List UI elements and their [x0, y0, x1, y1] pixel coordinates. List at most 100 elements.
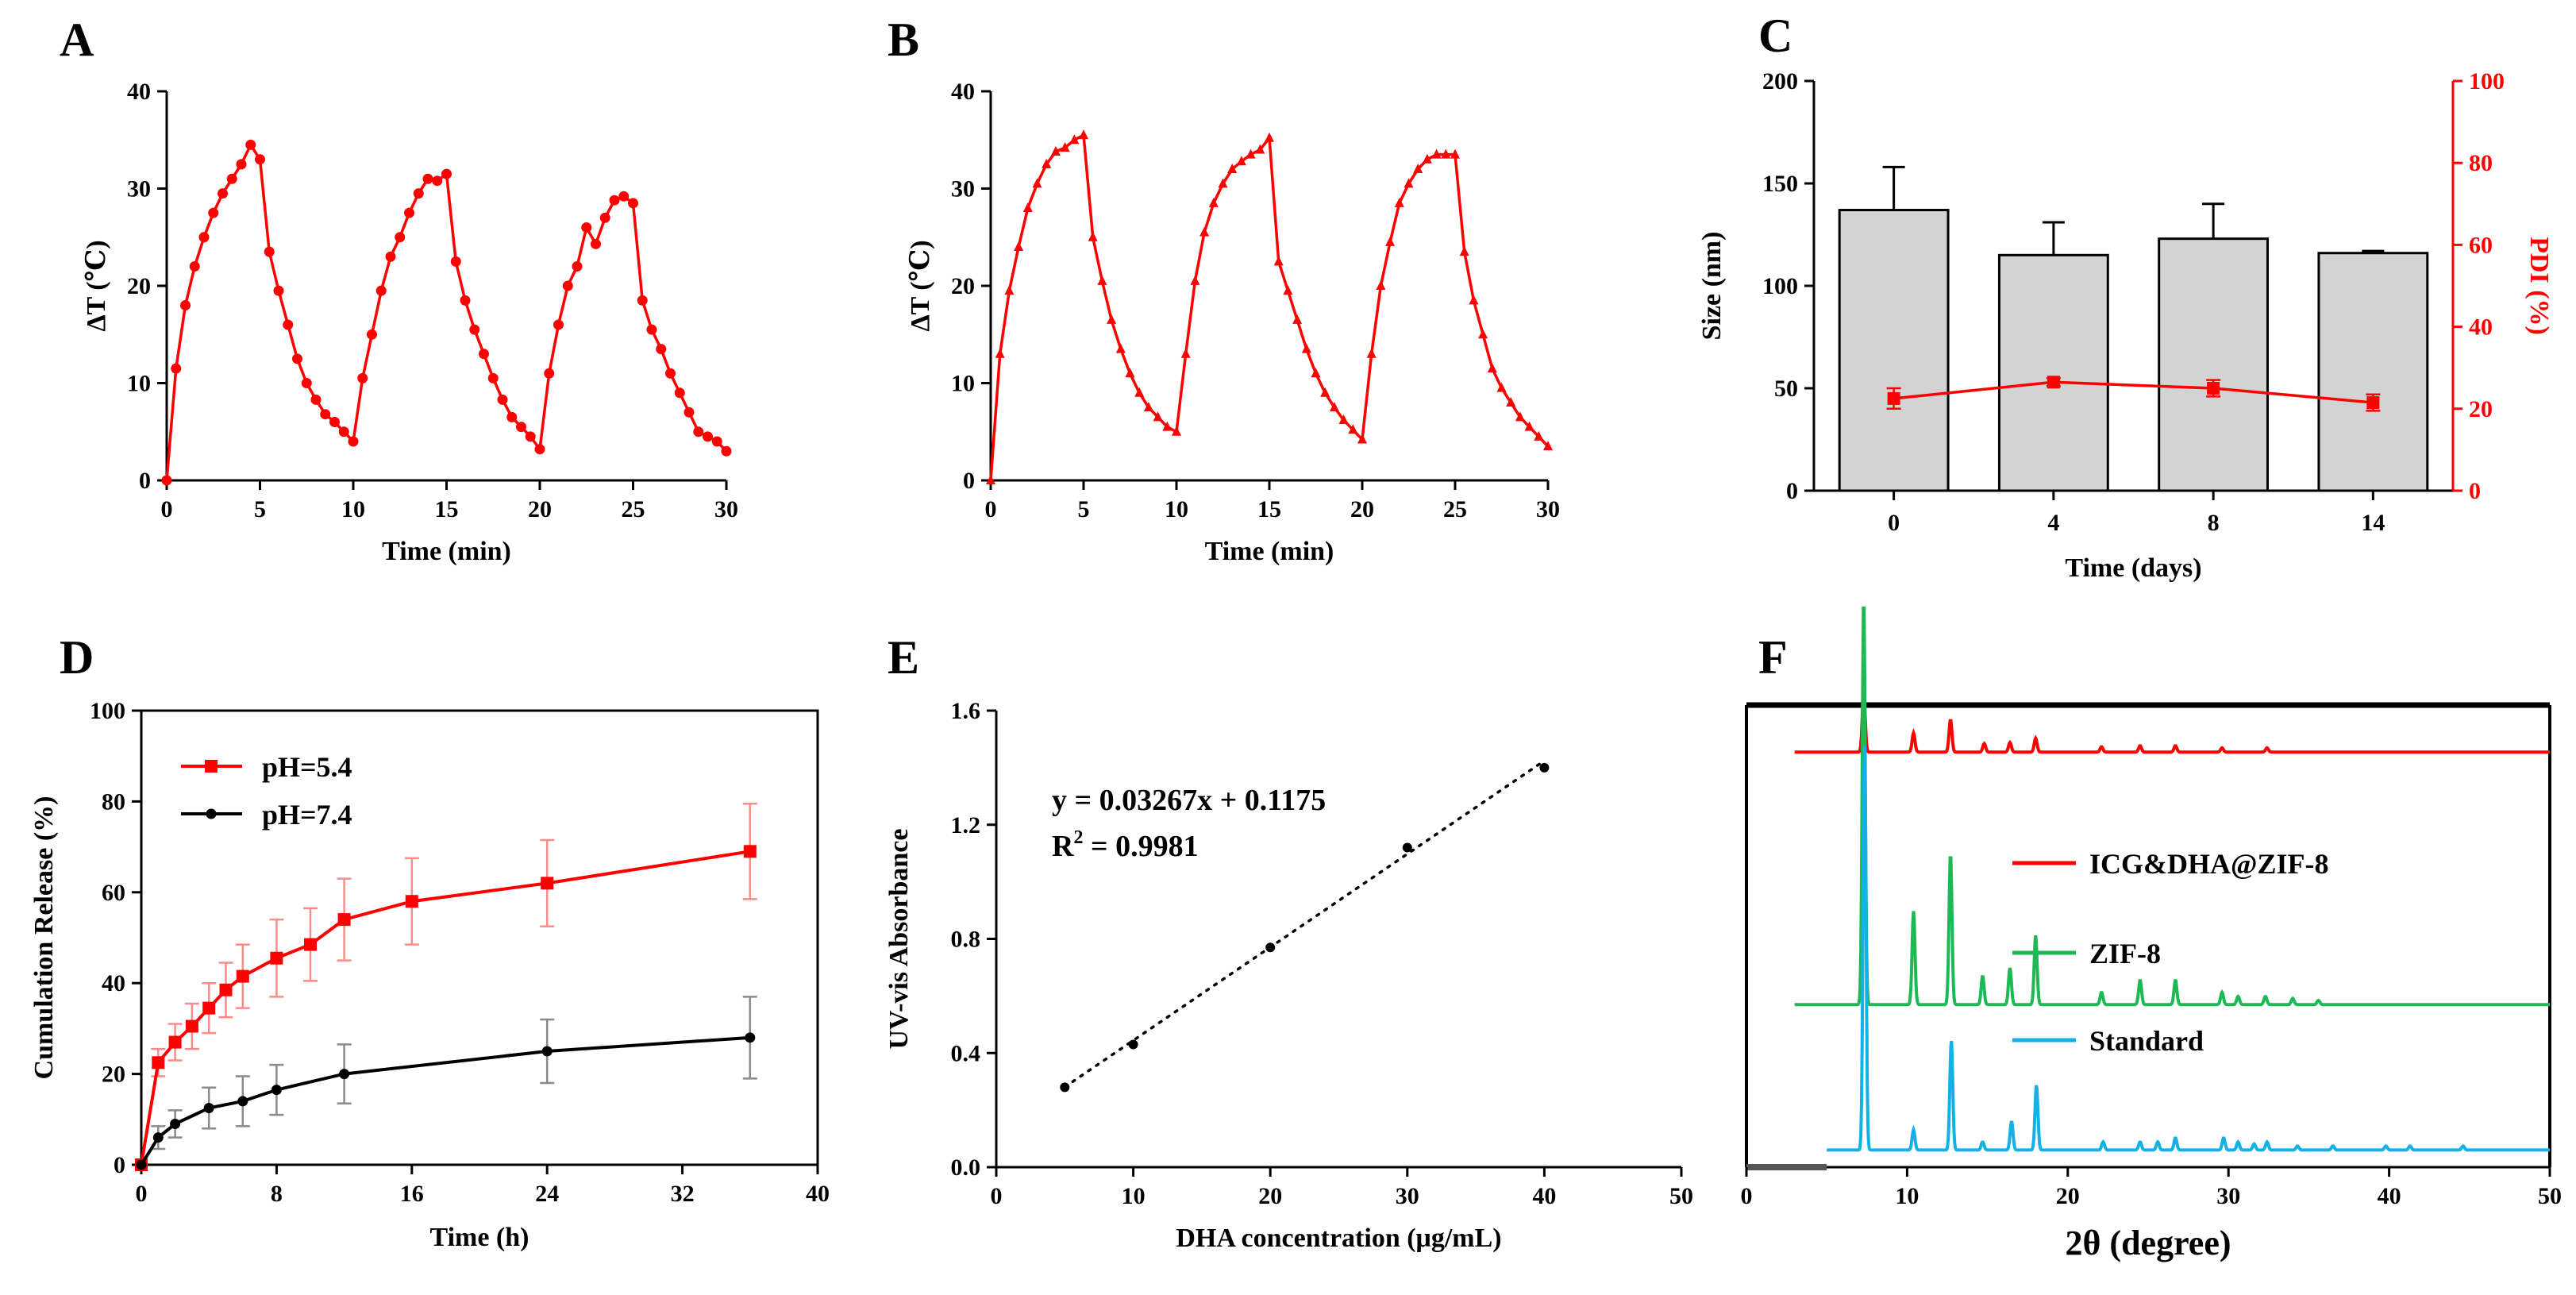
- x-tick-label: 0: [136, 1181, 148, 1207]
- data-point: [168, 1035, 182, 1049]
- data-point: [339, 1069, 350, 1080]
- data-point: [506, 411, 518, 422]
- x-tick-label: 5: [1078, 496, 1090, 522]
- size-bar: [1997, 253, 2109, 492]
- x-axis-title: DHA concentration (μg/mL): [1176, 1224, 1501, 1253]
- x-tick-label: 14: [2361, 510, 2385, 536]
- x-tick-label: 32: [671, 1181, 695, 1207]
- pdi-line: [1893, 380, 2374, 404]
- y-tick-label: 0: [114, 1152, 125, 1178]
- x-tick-label: 50: [1669, 1183, 1693, 1209]
- y-tick-label: 40: [951, 79, 975, 105]
- data-point: [1301, 343, 1311, 353]
- x-tick-label: 30: [1396, 1183, 1419, 1209]
- data-point: [1143, 402, 1153, 412]
- data-point: [1487, 363, 1497, 373]
- x-tick-label: 40: [806, 1181, 830, 1207]
- x-tick-label: 24: [535, 1181, 559, 1207]
- x-tick-label: 10: [1895, 1183, 1919, 1209]
- data-point: [618, 191, 630, 202]
- data-point: [581, 222, 592, 233]
- data-point: [1515, 411, 1525, 422]
- data-point: [516, 422, 526, 433]
- data-point: [541, 1046, 553, 1057]
- data-point: [1128, 1039, 1138, 1050]
- x-tick-label: 25: [1443, 496, 1467, 522]
- xrd-pattern: [1794, 606, 2550, 1007]
- data-point: [152, 1132, 164, 1143]
- y-tick-label: 60: [102, 880, 125, 906]
- chart-panel-B: B 0 5 10 15 20 25 30 0 10 20 30 40 Time (min) ΔT (℃): [888, 13, 1560, 566]
- legend-marker: [206, 808, 217, 819]
- data-point: [264, 246, 275, 257]
- data-point: [553, 319, 564, 330]
- data-point: [161, 475, 172, 486]
- data-point: [1539, 762, 1550, 773]
- data-point: [1097, 275, 1107, 285]
- x-tick-label: 16: [400, 1181, 424, 1207]
- panel-label: E: [888, 631, 919, 684]
- data-point: [1265, 942, 1276, 953]
- x-tick-label: 20: [1350, 496, 1374, 522]
- data-point: [1180, 348, 1191, 358]
- x-tick-label: 40: [1532, 1183, 1556, 1209]
- y-tick-label: 0.4: [951, 1040, 981, 1066]
- data-point: [469, 324, 480, 335]
- data-point: [1329, 402, 1339, 412]
- r-squared-value: = 0.9981: [1083, 830, 1198, 863]
- data-point: [1208, 197, 1219, 207]
- data-point: [219, 983, 233, 996]
- data-point: [170, 1119, 181, 1130]
- data-point: [450, 256, 461, 267]
- y-axis-title: Cumulation Release (%): [29, 796, 59, 1080]
- data-point: [1357, 434, 1367, 444]
- data-point: [1534, 430, 1544, 441]
- x-tick-label: 10: [1122, 1183, 1146, 1209]
- panel-label: F: [1758, 631, 1788, 684]
- data-point: [1236, 156, 1246, 166]
- y-tick-label: 0: [139, 468, 151, 494]
- data-point: [646, 324, 657, 335]
- data-point: [743, 845, 757, 858]
- x-tick-label: 40: [2378, 1183, 2401, 1209]
- y-tick-label: 0.8: [951, 927, 981, 953]
- data-point: [202, 1001, 216, 1015]
- data-point: [413, 188, 424, 199]
- data-point: [1366, 348, 1377, 358]
- y-tick-label: 0: [1786, 478, 1798, 504]
- series-line: [140, 850, 751, 1166]
- data-point: [1162, 421, 1172, 431]
- data-point: [541, 877, 554, 890]
- data-point: [236, 159, 247, 170]
- data-point: [1478, 329, 1488, 339]
- data-point: [441, 168, 452, 179]
- data-point: [1311, 368, 1321, 378]
- data-point: [591, 238, 601, 249]
- legend-label: pH=5.4: [262, 751, 352, 783]
- data-point: [1283, 285, 1293, 295]
- x-tick-label: 25: [622, 496, 645, 522]
- data-point: [1496, 382, 1507, 392]
- data-point: [185, 1019, 198, 1033]
- r-squared: R2 = 0.9981: [1052, 827, 1199, 863]
- x-tick-label: 8: [271, 1181, 283, 1207]
- x-axis-title: Time (days): [2065, 553, 2201, 583]
- data-point: [152, 1056, 165, 1070]
- size-bar: [2317, 252, 2429, 492]
- data-point: [404, 207, 414, 218]
- x-tick-label: 15: [1257, 496, 1281, 522]
- data-point: [1524, 421, 1534, 431]
- data-point: [1273, 256, 1284, 266]
- y-tick-label: 1.2: [951, 812, 981, 838]
- y-tick-label: 100: [90, 698, 125, 724]
- pdi-point: [2366, 396, 2380, 410]
- x-tick-label: 0: [1888, 510, 1900, 536]
- data-point: [1265, 132, 1274, 142]
- y-tick-label: 1.6: [951, 698, 981, 724]
- data-point: [1422, 153, 1432, 164]
- data-point: [1376, 280, 1386, 290]
- data-point: [995, 348, 1005, 358]
- data-point: [1385, 236, 1396, 246]
- panel-label: C: [1758, 10, 1792, 62]
